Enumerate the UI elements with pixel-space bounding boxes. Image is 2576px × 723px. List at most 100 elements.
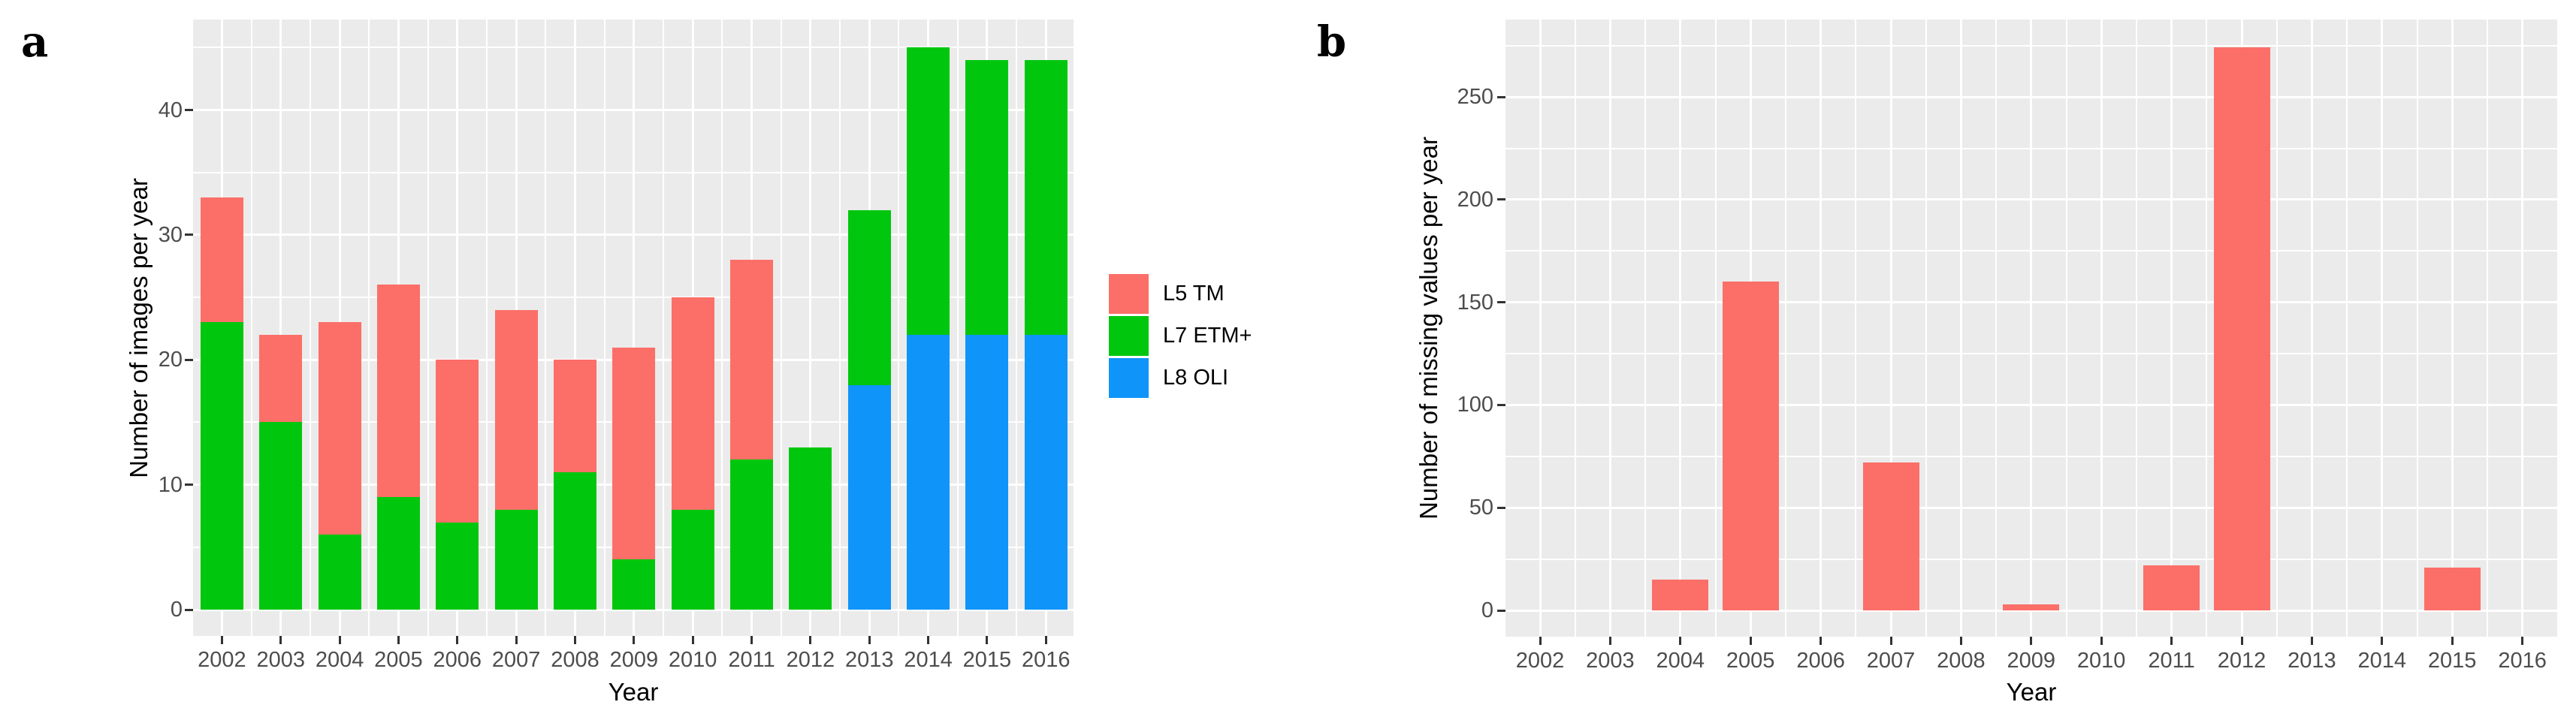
gridline-major-x — [1608, 20, 1611, 637]
gridline-minor-x — [2346, 20, 2348, 637]
gridline-minor-x — [1995, 20, 1998, 637]
y-tick-mark — [1497, 506, 1505, 509]
y-tick-mark — [185, 233, 193, 236]
legend-key-l8-oli — [1109, 358, 1149, 398]
gridline-minor-x — [603, 20, 605, 636]
y-tick-label: 0 — [170, 598, 183, 622]
gridline-minor-x — [898, 20, 900, 636]
x-tick-mark — [397, 636, 400, 644]
x-tick-mark — [1608, 637, 1611, 645]
legend-item-l8-oli: L8 OLI — [1109, 358, 1252, 398]
x-tick-mark — [2170, 637, 2173, 645]
x-tick-mark — [2451, 637, 2454, 645]
y-tick-label: 200 — [1457, 187, 1493, 212]
bar-2013-l7-etm — [847, 209, 891, 385]
y-tick-label: 100 — [1457, 393, 1493, 417]
panel-a-letter: a — [21, 17, 49, 67]
bar-2009 — [2003, 604, 2060, 610]
gridline-minor-x — [427, 20, 429, 636]
bar-2008-l7-etm — [554, 472, 596, 610]
y-tick-label: 10 — [158, 472, 183, 497]
x-tick-label-2004: 2004 — [1656, 649, 1705, 673]
bar-2009-l5-tm — [612, 347, 656, 560]
gridline-minor-x — [250, 20, 252, 636]
gridline-minor-x — [1016, 20, 1018, 636]
legend-item-l5-tm: L5 TM — [1109, 274, 1252, 314]
gridline-minor-x — [2135, 20, 2137, 637]
gridline-minor-x — [368, 20, 370, 636]
legend-key-l7-etm — [1109, 316, 1149, 356]
panel-b-plot-area — [1505, 20, 2557, 637]
bar-2004-l7-etm — [318, 535, 361, 610]
bar-2011-l7-etm — [730, 459, 774, 610]
bar-2012 — [2213, 47, 2270, 610]
gridline-major-x — [2521, 20, 2524, 637]
x-tick-label-2013: 2013 — [844, 648, 894, 672]
gridline-major-x — [2030, 20, 2033, 637]
y-tick-label: 50 — [1469, 496, 1493, 520]
x-tick-mark — [691, 636, 694, 644]
gridline-minor-x — [2416, 20, 2418, 637]
gridline-major-x — [2451, 20, 2454, 637]
bar-2002-l7-etm — [200, 322, 243, 610]
x-tick-mark — [220, 636, 223, 644]
gridline-minor-x — [780, 20, 782, 636]
legend-label: L7 ETM+ — [1163, 324, 1252, 348]
x-tick-mark — [1749, 637, 1752, 645]
panel-a-plot-area — [193, 20, 1074, 636]
bar-2006-l7-etm — [436, 522, 479, 610]
bar-2010-l5-tm — [671, 297, 714, 510]
y-tick-label: 0 — [1481, 598, 1493, 622]
y-tick-mark — [1497, 301, 1505, 304]
legend-key-l5-tm — [1109, 274, 1149, 314]
x-tick-label-2008: 2008 — [551, 648, 599, 672]
panel-b-letter: b — [1317, 17, 1347, 67]
x-tick-mark — [809, 636, 812, 644]
x-tick-label-2003: 2003 — [256, 648, 305, 672]
x-tick-mark — [2240, 637, 2243, 645]
gridline-minor-x — [839, 20, 841, 636]
x-tick-mark — [1539, 637, 1542, 645]
y-tick-label: 250 — [1457, 85, 1493, 110]
x-tick-label-2009: 2009 — [2007, 649, 2056, 673]
y-tick-mark — [1497, 198, 1505, 201]
x-tick-label-2006: 2006 — [1796, 649, 1845, 673]
x-tick-mark — [1679, 637, 1682, 645]
x-tick-mark — [456, 636, 459, 644]
gridline-major-x — [574, 20, 576, 636]
gridline-major-x — [456, 20, 459, 636]
gridline-minor-x — [309, 20, 311, 636]
x-tick-label-2007: 2007 — [491, 648, 541, 672]
x-tick-label-2002: 2002 — [1515, 649, 1565, 673]
gridline-major-x — [279, 20, 282, 636]
panel-a-x-axis-title: Year — [608, 678, 659, 706]
x-tick-mark — [986, 636, 989, 644]
x-tick-mark — [750, 636, 753, 644]
gridline-minor-x — [1925, 20, 1927, 637]
x-tick-label-2015: 2015 — [962, 648, 1012, 672]
x-tick-mark — [868, 636, 871, 644]
legend-label: L8 OLI — [1163, 366, 1229, 390]
bar-2004-l5-tm — [318, 322, 361, 535]
y-tick-mark — [185, 109, 193, 112]
gridline-major-x — [1889, 20, 1892, 637]
x-tick-mark — [633, 636, 636, 644]
bar-2013-l8-oli — [847, 384, 891, 610]
gridline-major-x — [2100, 20, 2103, 637]
x-tick-mark — [279, 636, 282, 644]
gridline-minor-x — [2276, 20, 2278, 637]
x-tick-label-2012: 2012 — [786, 648, 835, 672]
gridline-major-x — [1539, 20, 1542, 637]
x-tick-label-2014: 2014 — [904, 648, 953, 672]
bar-2016-l7-etm — [1024, 60, 1068, 336]
bar-2005-l7-etm — [376, 497, 420, 610]
x-tick-label-2012: 2012 — [2217, 649, 2266, 673]
y-tick-label: 30 — [158, 222, 183, 247]
x-tick-mark — [1959, 637, 1962, 645]
x-tick-label-2011: 2011 — [2148, 649, 2195, 673]
bar-2012-l7-etm — [789, 447, 832, 610]
x-tick-label-2003: 2003 — [1586, 649, 1635, 673]
y-tick-mark — [185, 608, 193, 611]
bar-2015-l7-etm — [965, 60, 1009, 336]
gridline-minor-x — [2065, 20, 2067, 637]
